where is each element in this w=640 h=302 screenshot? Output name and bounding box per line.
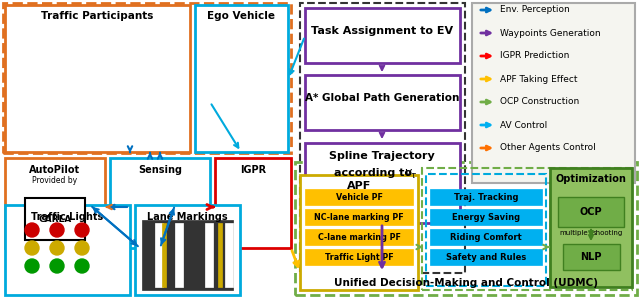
Bar	[155, 223, 163, 287]
Bar	[430, 229, 542, 245]
Text: A* Global Path Generation: A* Global Path Generation	[305, 93, 459, 103]
Bar	[550, 168, 632, 287]
Text: Waypoints Generation: Waypoints Generation	[500, 28, 600, 37]
Bar	[225, 223, 233, 287]
Circle shape	[50, 241, 64, 255]
Text: IGPR: IGPR	[240, 165, 266, 175]
Bar	[422, 168, 632, 290]
Text: C-lane marking PF: C-lane marking PF	[317, 233, 401, 242]
Text: Unified Decision-Making and Control (UDMC): Unified Decision-Making and Control (UDM…	[334, 278, 598, 288]
Bar	[162, 223, 166, 287]
Bar	[563, 244, 620, 270]
Text: Safety and Rules: Safety and Rules	[446, 252, 526, 262]
Bar	[430, 249, 542, 265]
Text: Riding Comfort: Riding Comfort	[450, 233, 522, 242]
Circle shape	[75, 241, 89, 255]
Text: Other Agents Control: Other Agents Control	[500, 143, 596, 153]
Bar	[430, 189, 542, 205]
Circle shape	[25, 241, 39, 255]
Bar	[195, 5, 288, 152]
Bar	[3, 3, 291, 153]
Text: IGPR Prediction: IGPR Prediction	[500, 52, 570, 60]
Text: Env. Perception: Env. Perception	[500, 5, 570, 14]
Text: NLP: NLP	[580, 252, 602, 262]
Bar	[305, 8, 460, 63]
Text: Provided by: Provided by	[33, 176, 77, 185]
Bar	[426, 174, 546, 286]
Bar	[110, 158, 210, 248]
Text: Traffic Lights: Traffic Lights	[31, 212, 103, 222]
Text: Traffic Participants: Traffic Participants	[41, 11, 153, 21]
Text: shooting: shooting	[593, 230, 623, 236]
Text: CARLA: CARLA	[38, 214, 72, 223]
Text: Task Assignment to EV: Task Assignment to EV	[311, 26, 453, 36]
Bar	[5, 5, 190, 152]
Text: Optimization: Optimization	[556, 174, 627, 184]
Text: according to: according to	[334, 168, 416, 178]
Bar	[215, 158, 291, 248]
Text: multiple: multiple	[560, 230, 588, 236]
Text: Traffic Light PF: Traffic Light PF	[324, 252, 394, 262]
Text: Lane Markings: Lane Markings	[147, 212, 227, 222]
Bar	[305, 209, 413, 225]
Circle shape	[50, 259, 64, 273]
Text: Ego Vehicle: Ego Vehicle	[207, 11, 275, 21]
Text: Sensing: Sensing	[138, 165, 182, 175]
Bar	[300, 175, 418, 290]
Bar	[305, 75, 460, 130]
Circle shape	[25, 223, 39, 237]
Bar	[305, 189, 413, 205]
Text: |: |	[590, 230, 592, 237]
Circle shape	[50, 223, 64, 237]
Bar	[558, 197, 624, 227]
Bar	[430, 209, 542, 225]
Bar	[305, 229, 413, 245]
Bar	[295, 162, 637, 295]
Bar	[5, 158, 105, 248]
Bar	[175, 223, 183, 287]
Bar	[472, 3, 635, 183]
Text: APF: APF	[347, 181, 371, 191]
Bar	[218, 223, 222, 287]
Text: OCP: OCP	[580, 207, 602, 217]
Text: Energy Saving: Energy Saving	[452, 213, 520, 221]
Bar	[305, 249, 413, 265]
Bar	[5, 205, 130, 295]
Text: OCP Construction: OCP Construction	[500, 98, 579, 107]
Text: NC-lane marking PF: NC-lane marking PF	[314, 213, 404, 221]
Text: AV Control: AV Control	[500, 120, 547, 130]
Bar	[142, 220, 233, 290]
Text: Vehicle PF: Vehicle PF	[335, 192, 383, 201]
Text: AutoPilot: AutoPilot	[29, 165, 81, 175]
Circle shape	[75, 259, 89, 273]
Circle shape	[25, 259, 39, 273]
Text: Spline Trajectory: Spline Trajectory	[329, 151, 435, 161]
Text: Traj. Tracking: Traj. Tracking	[454, 192, 518, 201]
Bar	[305, 143, 460, 223]
Bar	[205, 223, 213, 287]
Bar	[300, 3, 465, 273]
Circle shape	[75, 223, 89, 237]
Bar	[25, 198, 85, 240]
Bar	[135, 205, 240, 295]
Text: APF Taking Effect: APF Taking Effect	[500, 75, 577, 83]
Text: $v_\tau$: $v_\tau$	[404, 168, 418, 181]
